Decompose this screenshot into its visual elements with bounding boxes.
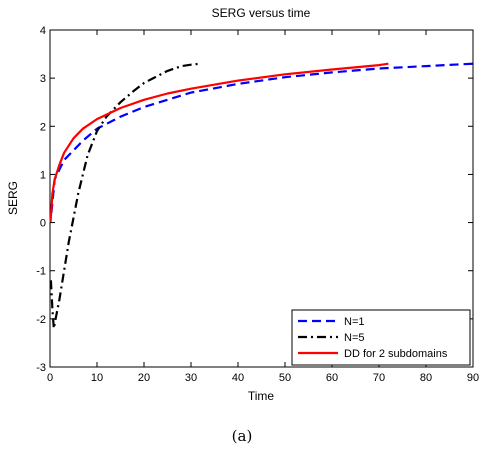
x-tick-label: 0 <box>47 372 53 384</box>
y-tick-label: 4 <box>40 25 46 37</box>
y-axis-label: SERG <box>6 181 20 215</box>
legend-label: N=5 <box>344 332 365 344</box>
x-tick-label: 10 <box>91 372 103 384</box>
y-tick-label: 2 <box>40 121 46 133</box>
figure-caption: (a) <box>232 427 253 445</box>
legend: N=1 N=5 DD for 2 subdomains <box>291 309 471 366</box>
legend-label: DD for 2 subdomains <box>344 348 448 360</box>
x-tick-label: 30 <box>185 372 197 384</box>
x-tick-label: 80 <box>420 372 432 384</box>
y-tick-label: 3 <box>40 73 46 85</box>
x-axis-label: Time <box>248 389 275 403</box>
y-tick-label: -2 <box>36 314 46 326</box>
y-tick-label: -3 <box>36 362 46 374</box>
x-tick-label: 50 <box>279 372 291 384</box>
x-tick-label: 60 <box>326 372 338 384</box>
x-tick-label: 20 <box>138 372 150 384</box>
series-line-3 <box>49 62 389 223</box>
ticks-layer: 0 10 20 30 40 50 60 70 80 90 -3 -2 -1 0 1 2 3 4 <box>36 25 479 384</box>
series-line-2 <box>49 62 201 330</box>
x-tick-label: 90 <box>467 372 479 384</box>
y-tick-label: -1 <box>36 266 46 278</box>
series-line-1 <box>50 62 474 214</box>
series-layer <box>49 62 474 330</box>
legend-label: N=1 <box>344 316 365 328</box>
y-tick-label: 1 <box>40 169 46 181</box>
chart-title: SERG versus time <box>212 6 311 20</box>
x-tick-label: 70 <box>373 372 385 384</box>
y-tick-label: 0 <box>40 218 46 230</box>
x-tick-label: 40 <box>232 372 244 384</box>
